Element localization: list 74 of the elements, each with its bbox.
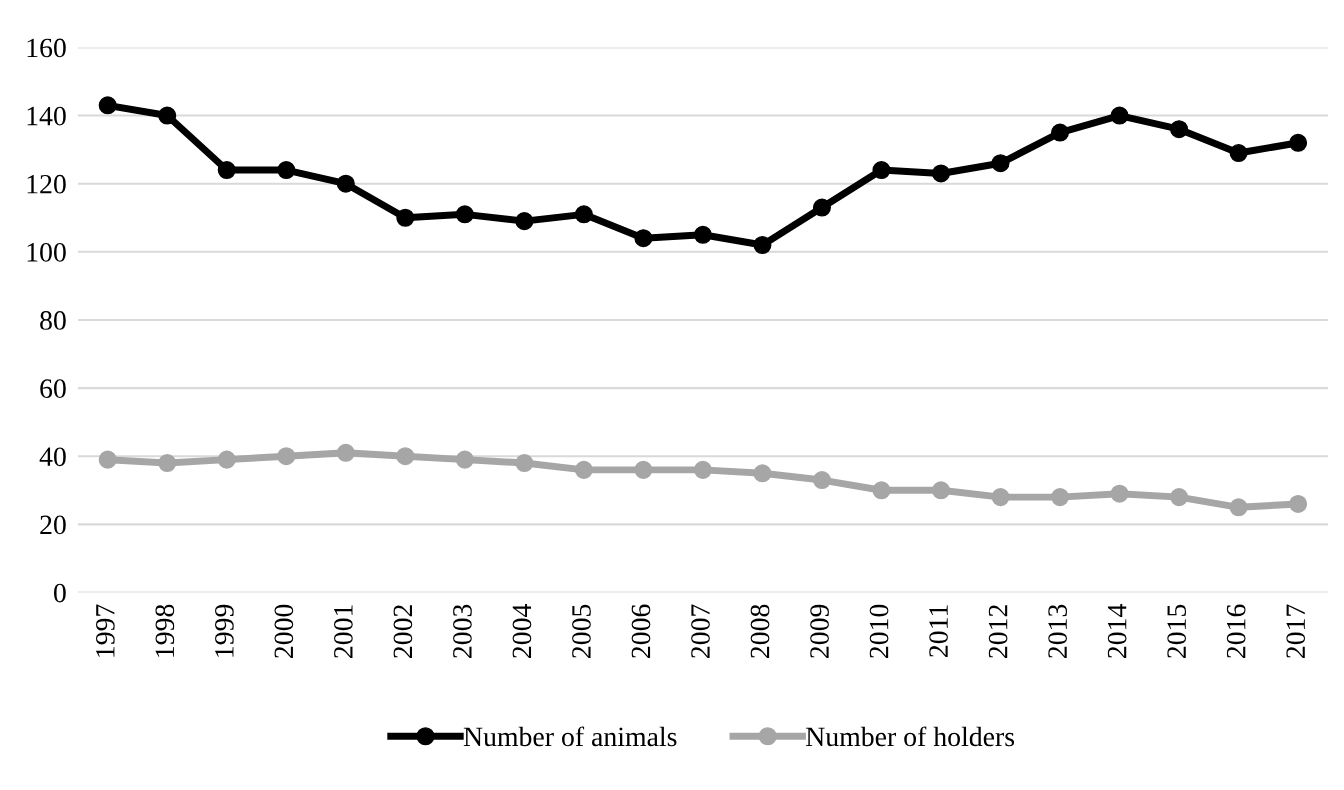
point: [217, 450, 236, 469]
x-tick-label: 2001: [334, 605, 353, 658]
x-tick-label: 2015: [1167, 604, 1187, 658]
point: [396, 447, 415, 466]
x-tick-label: 2004: [512, 604, 532, 658]
legend-label: Number of animals: [463, 726, 677, 747]
y-tick-label: 0: [54, 583, 66, 603]
x-tick-label: 2017: [1286, 604, 1306, 658]
point: [455, 450, 474, 469]
point: [753, 464, 772, 483]
point: [574, 460, 593, 479]
y-tick-label: 100: [27, 242, 66, 262]
point: [1289, 133, 1308, 152]
x-tick-label: 2000: [274, 604, 294, 658]
point: [634, 460, 653, 479]
point: [1170, 120, 1189, 139]
x-tick-label: 2011: [929, 605, 948, 657]
point: [277, 161, 296, 180]
point: [277, 447, 296, 466]
x-tick-label: 2010: [869, 604, 889, 658]
y-tick-label: 40: [39, 447, 66, 467]
point: [98, 96, 117, 115]
point: [336, 443, 355, 462]
point: [872, 481, 891, 500]
point: [1229, 498, 1248, 517]
point: [991, 488, 1010, 507]
point: [515, 454, 534, 473]
point: [574, 205, 593, 224]
point: [336, 174, 355, 193]
x-tick-label: 2003: [453, 604, 472, 658]
y-tick-label: 60: [40, 379, 66, 398]
point: [1051, 488, 1070, 507]
point: [515, 212, 534, 231]
point: [217, 161, 236, 180]
point: [98, 450, 117, 469]
x-tick-label: 2007: [691, 604, 710, 658]
point: [396, 208, 415, 227]
y-tick-label: 140: [27, 106, 66, 126]
x-tick-label: 2002: [393, 605, 413, 658]
point: [753, 235, 772, 255]
x-tick-label: 1998: [155, 604, 175, 657]
legend-label: Number of holders: [806, 726, 1015, 747]
x-tick-label: 2008: [750, 604, 770, 658]
point: [693, 225, 712, 244]
point: [931, 481, 951, 500]
point: [1289, 494, 1308, 513]
point: [991, 154, 1010, 173]
y-tick-label: 80: [40, 311, 66, 330]
x-tick-label: 1999: [215, 604, 234, 657]
point: [1170, 488, 1189, 507]
point: [872, 161, 891, 180]
point: [158, 454, 177, 473]
point: [693, 460, 712, 479]
point: [634, 229, 653, 248]
point: [1229, 143, 1248, 163]
point: [455, 205, 474, 224]
point: [1110, 484, 1129, 503]
x-tick-label: 2016: [1226, 604, 1246, 658]
y-tick-label: 20: [40, 515, 66, 535]
x-tick-label: 2013: [1048, 604, 1067, 658]
x-tick-label: 2014: [1107, 604, 1127, 658]
point: [812, 198, 831, 217]
x-tick-label: 2009: [810, 604, 829, 658]
point: [931, 164, 951, 183]
point: [1110, 106, 1129, 125]
point: [1051, 123, 1070, 142]
y-tick-label: 160: [27, 38, 66, 58]
y-tick-label: 120: [27, 174, 66, 194]
x-tick-label: 2012: [988, 605, 1008, 658]
x-tick-label: 2005: [572, 604, 591, 658]
point: [158, 106, 177, 125]
x-tick-label: 1997: [96, 604, 115, 657]
point: [812, 471, 831, 490]
x-tick-label: 2006: [631, 604, 651, 658]
